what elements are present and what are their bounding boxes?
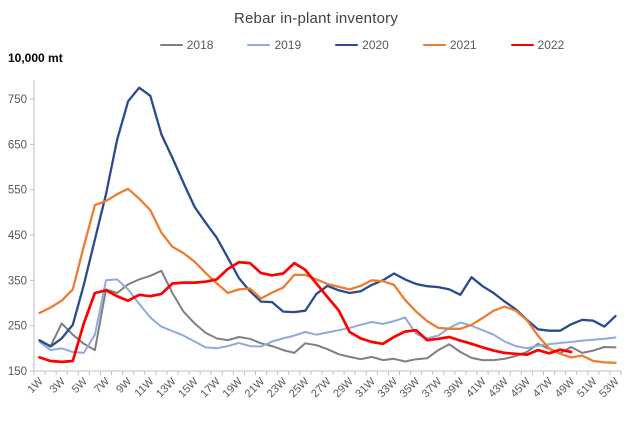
x-tick-label: 13W xyxy=(154,375,179,400)
x-tick-label: 15W xyxy=(176,375,201,400)
legend-item-2019: 2019 xyxy=(247,38,301,52)
x-tick-label: 9W xyxy=(114,375,135,396)
y-tick-label: 250 xyxy=(8,321,27,333)
legend-label-2021: 2021 xyxy=(449,38,477,52)
x-tick-label: 37W xyxy=(420,375,445,400)
y-tick-label: 350 xyxy=(8,275,27,287)
legend-item-2018: 2018 xyxy=(159,38,214,52)
y-tick-label: 550 xyxy=(8,185,27,197)
legend-item-2021: 2021 xyxy=(422,38,477,52)
legend-swatch-2018 xyxy=(159,44,183,46)
x-tick-label: 29W xyxy=(331,375,356,400)
x-tick-label: 19W xyxy=(221,375,246,400)
x-tick-label: 49W xyxy=(553,375,578,400)
x-tick-label: 17W xyxy=(198,375,223,400)
y-tick-label: 150 xyxy=(8,366,27,378)
legend-label-2020: 2020 xyxy=(362,38,389,52)
x-tick-label: 39W xyxy=(442,375,467,400)
x-tick-label: 21W xyxy=(243,375,268,400)
legend-label-2022: 2022 xyxy=(537,38,565,52)
chart-title: Rebar in-plant inventory xyxy=(233,10,399,27)
x-tick-label: 45W xyxy=(508,375,533,400)
x-tick-label: 5W xyxy=(70,375,91,396)
x-tick-label: 53W xyxy=(597,375,622,400)
x-tick-label: 25W xyxy=(287,375,312,400)
legend-swatch-2021 xyxy=(422,43,446,47)
x-tick-label: 31W xyxy=(353,375,378,400)
legend-label-2019: 2019 xyxy=(274,38,302,52)
y-axis-unit-label: 10,000 mt xyxy=(8,51,63,65)
x-tick-label: 43W xyxy=(486,375,511,400)
legend-label-2018: 2018 xyxy=(186,38,214,52)
x-tick-label: 7W xyxy=(92,375,113,396)
legend-item-2020: 2020 xyxy=(335,38,389,52)
legend-swatch-2022 xyxy=(510,43,534,47)
x-tick-label: 33W xyxy=(376,375,401,400)
series-line-2020 xyxy=(38,86,617,348)
legend-item-2022: 2022 xyxy=(510,38,565,52)
y-tick-label: 450 xyxy=(8,230,27,242)
x-tick-label: 23W xyxy=(265,375,290,400)
x-tick-label: 41W xyxy=(464,375,489,400)
y-tick-label: 750 xyxy=(8,94,27,106)
series-line-2019 xyxy=(38,278,617,354)
x-tick-label: 35W xyxy=(398,375,423,400)
y-tick-label: 650 xyxy=(8,139,27,151)
x-tick-label: 11W xyxy=(133,375,157,399)
series-line-2022 xyxy=(38,260,573,364)
x-tick-label: 1W xyxy=(26,375,47,396)
legend: 2018 2019 2020 2021 2022 xyxy=(92,38,632,52)
x-tick-label: 51W xyxy=(575,375,600,400)
legend-swatch-2019 xyxy=(247,44,271,46)
legend-swatch-2020 xyxy=(335,43,359,47)
series-line-2021 xyxy=(38,187,617,364)
x-tick-label: 3W xyxy=(48,375,69,396)
x-tick-label: 47W xyxy=(531,375,556,400)
x-tick-label: 27W xyxy=(309,375,334,400)
